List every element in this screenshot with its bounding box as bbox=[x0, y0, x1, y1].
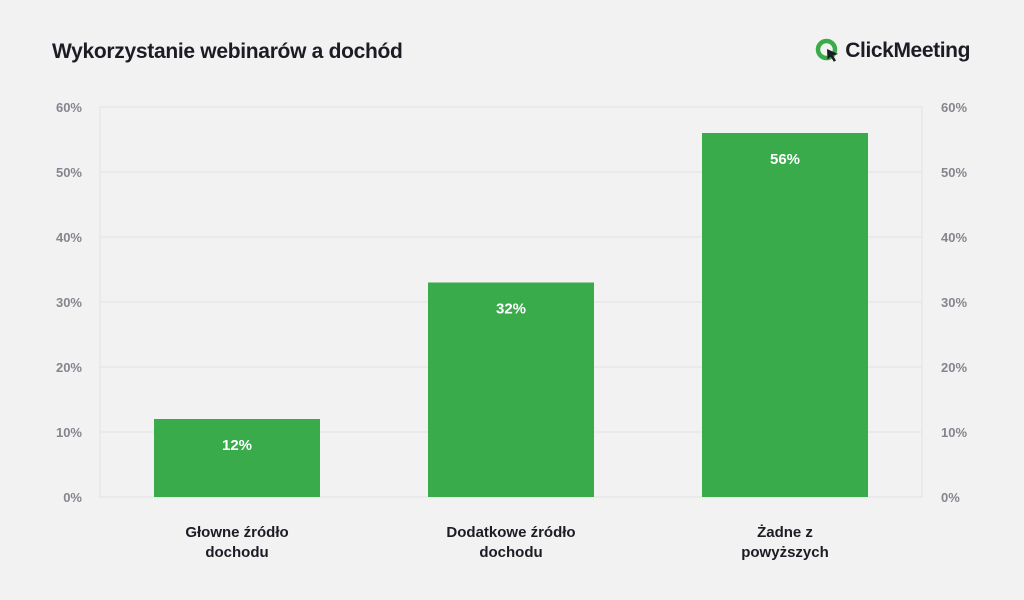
brand-logo: ClickMeeting bbox=[815, 38, 970, 64]
y-tick-label-left: 30% bbox=[56, 295, 82, 310]
y-tick-label-right: 10% bbox=[941, 425, 967, 440]
x-category-label: Dodatkowe źródło bbox=[446, 524, 575, 541]
bar bbox=[154, 419, 320, 497]
data-label: 12% bbox=[222, 437, 252, 454]
brand-name: ClickMeeting bbox=[845, 39, 970, 62]
clickmeeting-logo-icon bbox=[816, 38, 839, 62]
x-category-label: dochodu bbox=[205, 544, 268, 561]
x-category-label: dochodu bbox=[479, 544, 542, 561]
bar bbox=[702, 133, 868, 497]
y-tick-label-right: 40% bbox=[941, 230, 967, 245]
x-category-label: powyższych bbox=[741, 544, 829, 561]
y-tick-label-right: 30% bbox=[941, 295, 967, 310]
x-category-label: Żadne z bbox=[757, 524, 813, 541]
y-tick-label-right: 20% bbox=[941, 360, 967, 375]
y-tick-label-left: 0% bbox=[63, 490, 82, 505]
chart-title: Wykorzystanie webinarów a dochód bbox=[52, 40, 403, 63]
y-tick-label-right: 0% bbox=[941, 490, 960, 505]
x-category-label: Głowne źródło bbox=[185, 524, 288, 541]
y-tick-label-left: 20% bbox=[56, 360, 82, 375]
y-tick-label-left: 40% bbox=[56, 230, 82, 245]
y-tick-label-right: 60% bbox=[941, 100, 967, 115]
y-tick-label-left: 50% bbox=[56, 165, 82, 180]
y-tick-label-left: 10% bbox=[56, 425, 82, 440]
data-label: 56% bbox=[770, 151, 800, 168]
y-tick-label-left: 60% bbox=[56, 100, 82, 115]
bar bbox=[428, 282, 594, 497]
data-label: 32% bbox=[496, 301, 526, 318]
y-tick-label-right: 50% bbox=[941, 165, 967, 180]
